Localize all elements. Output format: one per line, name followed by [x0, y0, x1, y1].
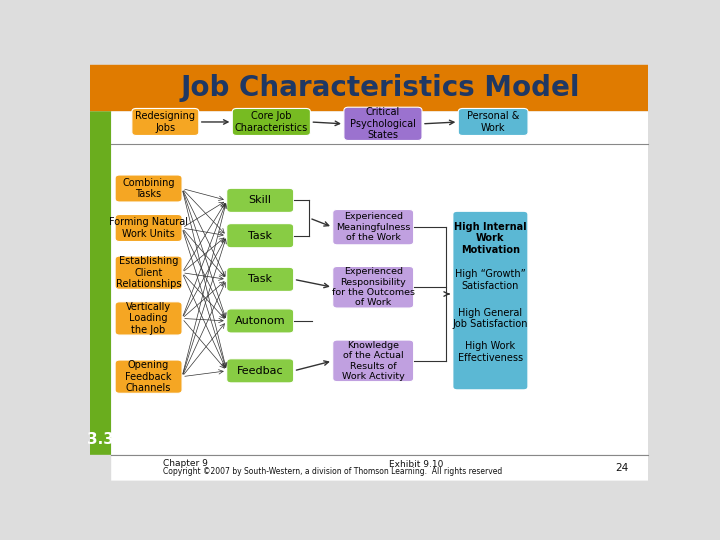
Text: Task: Task — [248, 274, 272, 285]
Text: Core Job
Characteristics: Core Job Characteristics — [235, 111, 308, 133]
FancyBboxPatch shape — [227, 309, 294, 333]
FancyBboxPatch shape — [115, 214, 182, 241]
Text: High Work
Effectiveness: High Work Effectiveness — [458, 341, 523, 362]
FancyBboxPatch shape — [90, 111, 111, 455]
Text: Copyright ©2007 by South-Western, a division of Thomson Learning.  All rights re: Copyright ©2007 by South-Western, a divi… — [163, 467, 502, 476]
FancyBboxPatch shape — [115, 256, 182, 289]
FancyBboxPatch shape — [90, 65, 648, 111]
Text: 24: 24 — [615, 463, 629, 473]
Text: Critical
Psychological
States: Critical Psychological States — [350, 107, 416, 140]
Text: High General
Job Satisfaction: High General Job Satisfaction — [453, 308, 528, 329]
Text: Task: Task — [248, 231, 272, 241]
Text: Exhibit 9.10: Exhibit 9.10 — [390, 460, 444, 469]
Text: Personal &
Work: Personal & Work — [467, 111, 519, 133]
FancyBboxPatch shape — [227, 267, 294, 292]
Text: Job Characteristics Model: Job Characteristics Model — [181, 74, 580, 102]
FancyBboxPatch shape — [344, 107, 422, 140]
Text: Vertically
Loading
the Job: Vertically Loading the Job — [126, 302, 171, 335]
FancyBboxPatch shape — [227, 188, 294, 212]
FancyBboxPatch shape — [453, 211, 528, 390]
Text: Chapter 9: Chapter 9 — [163, 458, 207, 468]
FancyBboxPatch shape — [333, 266, 413, 308]
FancyBboxPatch shape — [459, 109, 528, 136]
Text: Feedbac: Feedbac — [237, 366, 284, 376]
Text: Knowledge
of the Actual
Results of
Work Activity: Knowledge of the Actual Results of Work … — [342, 341, 405, 381]
Text: Combining
Tasks: Combining Tasks — [122, 178, 175, 199]
FancyBboxPatch shape — [115, 175, 182, 202]
Text: High Internal
Work
Motivation: High Internal Work Motivation — [454, 221, 526, 255]
Text: Redesigning
Jobs: Redesigning Jobs — [135, 111, 195, 133]
FancyBboxPatch shape — [227, 359, 294, 383]
FancyBboxPatch shape — [233, 109, 310, 136]
FancyBboxPatch shape — [111, 455, 648, 481]
FancyBboxPatch shape — [111, 111, 648, 455]
FancyBboxPatch shape — [132, 109, 199, 136]
FancyBboxPatch shape — [115, 302, 182, 335]
FancyBboxPatch shape — [333, 210, 413, 245]
Text: Skill: Skill — [248, 195, 271, 205]
Text: Autonom: Autonom — [235, 316, 286, 326]
Text: High “Growth”
Satisfaction: High “Growth” Satisfaction — [455, 269, 526, 291]
Text: Establishing
Client
Relationships: Establishing Client Relationships — [116, 256, 181, 289]
FancyBboxPatch shape — [227, 224, 294, 248]
FancyBboxPatch shape — [115, 360, 182, 393]
Text: Experienced
Meaningfulness
of the Work: Experienced Meaningfulness of the Work — [336, 212, 410, 242]
Text: Experienced
Responsibility
for the Outcomes
of Work: Experienced Responsibility for the Outco… — [332, 267, 415, 307]
Text: 3.3: 3.3 — [87, 431, 114, 447]
Text: Opening
Feedback
Channels: Opening Feedback Channels — [125, 360, 172, 393]
Text: Forming Natural
Work Units: Forming Natural Work Units — [109, 217, 188, 239]
FancyBboxPatch shape — [333, 340, 413, 382]
